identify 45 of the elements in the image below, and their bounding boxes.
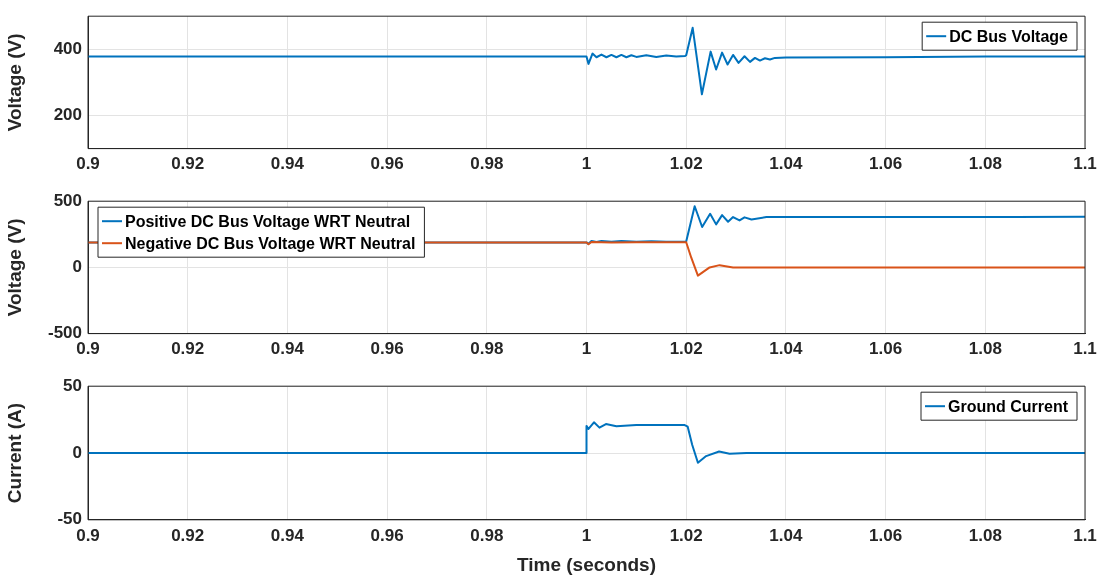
x-tick-label: 1.02 — [669, 154, 703, 174]
x-tick-label: 1 — [581, 154, 592, 174]
legend-label: Ground Current — [948, 397, 1069, 415]
y-tick-label: 0 — [72, 442, 82, 462]
x-tick-label: 1.06 — [869, 154, 903, 174]
x-tick-label: 0.98 — [470, 339, 504, 359]
x-tick-label: 1 — [581, 525, 592, 545]
x-tick-label: 0.96 — [370, 525, 404, 545]
x-tick-label: 1.04 — [769, 525, 803, 545]
x-tick-label: 1.02 — [669, 339, 703, 359]
x-tick-label: 0.92 — [171, 154, 205, 174]
x-tick-label: 1.04 — [769, 339, 803, 359]
x-tick-label: 1.08 — [968, 339, 1002, 359]
x-tick-label: 0.96 — [370, 154, 404, 174]
x-tick-label: 1.06 — [869, 339, 903, 359]
y-tick-label: 200 — [53, 105, 82, 125]
x-tick-label: 0.92 — [171, 525, 205, 545]
x-tick-label: 1.1 — [1073, 154, 1097, 174]
x-tick-label: 0.9 — [76, 154, 100, 174]
legend-label: Positive DC Bus Voltage WRT Neutral — [125, 212, 411, 230]
x-tick-label: 0.92 — [171, 339, 205, 359]
x-tick-label: 0.94 — [270, 525, 305, 545]
legend-label: DC Bus Voltage — [949, 27, 1069, 45]
x-tick-label: 1.1 — [1073, 525, 1097, 545]
legend-label: Negative DC Bus Voltage WRT Neutral — [125, 234, 416, 252]
y-axis-title: Voltage (V) — [3, 218, 25, 317]
x-tick-label: 0.98 — [470, 154, 504, 174]
x-tick-label: 1.02 — [669, 525, 703, 545]
x-tick-label: 1.1 — [1073, 339, 1097, 359]
x-tick-label: 0.96 — [370, 339, 404, 359]
x-tick-label: 1 — [581, 339, 592, 359]
x-tick-label: 1.08 — [968, 525, 1002, 545]
y-axis-title: Current (A) — [3, 402, 25, 504]
y-axis-title: Voltage (V) — [3, 33, 25, 132]
x-tick-label: 1.04 — [769, 154, 803, 174]
y-tick-label: 50 — [63, 375, 82, 395]
x-tick-label: 1.06 — [869, 525, 903, 545]
x-tick-label: 0.94 — [270, 339, 305, 359]
y-tick-label: 500 — [53, 190, 82, 210]
y-tick-label: 400 — [53, 38, 82, 58]
x-tick-label: 0.98 — [470, 525, 504, 545]
x-tick-label: 0.94 — [270, 154, 305, 174]
x-axis-title: Time (seconds) — [516, 553, 657, 575]
x-tick-label: 1.08 — [968, 154, 1002, 174]
y-tick-label: 0 — [72, 257, 82, 277]
